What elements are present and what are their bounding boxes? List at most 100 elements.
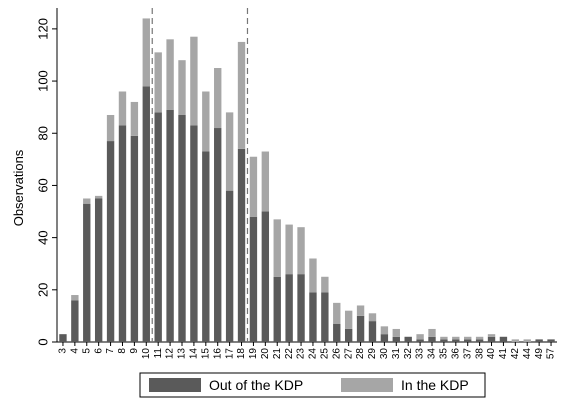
- bar-segment-out: [83, 203, 91, 342]
- bar-segment-in: [261, 151, 270, 212]
- x-tick-label: 9: [129, 348, 140, 354]
- x-tick-label: 57: [546, 348, 557, 360]
- x-tick-label: 49: [534, 348, 545, 360]
- x-tick-label: 27: [343, 348, 354, 360]
- x-tick-label: 26: [331, 348, 342, 360]
- x-tick-label: 24: [308, 348, 319, 360]
- x-tick-label: 29: [367, 348, 378, 360]
- bar-segment-out: [464, 339, 472, 342]
- y-axis-title: Observations: [11, 149, 26, 226]
- bar-segment-in: [452, 336, 460, 340]
- bar-segment-in: [309, 258, 317, 293]
- x-tick-label: 41: [498, 348, 509, 360]
- bar-segment-in: [475, 336, 484, 340]
- bar-segment-in: [464, 336, 472, 340]
- x-tick-label: 15: [200, 348, 211, 360]
- x-tick-label: 21: [272, 348, 283, 360]
- bar-segment-out: [321, 292, 329, 342]
- bar-segment-in: [273, 219, 281, 277]
- x-tick-label: 7: [105, 348, 116, 354]
- bar-segment-out: [368, 321, 377, 342]
- x-tick-label: 10: [141, 348, 152, 360]
- x-tick-label: 16: [212, 348, 223, 360]
- y-tick-label: 80: [35, 126, 50, 140]
- bar-segment-in: [249, 156, 258, 217]
- bar-segment-out: [404, 336, 412, 342]
- bar-segment-in: [118, 91, 127, 126]
- y-tick-label: 60: [35, 178, 50, 192]
- bar-segment-in: [321, 276, 329, 293]
- bar-segment-out: [475, 339, 484, 342]
- bar-segment-out: [118, 125, 127, 342]
- x-tick-label: 22: [284, 348, 295, 360]
- bar-segment-out: [130, 135, 139, 342]
- bar-segment-in: [285, 224, 293, 275]
- bar-segment-out: [452, 339, 460, 342]
- x-tick-label: 25: [319, 348, 330, 360]
- bar-segment-in: [214, 68, 222, 129]
- bar-segment-out: [333, 323, 341, 342]
- bar-segment-in: [202, 91, 210, 152]
- bar-segment-in: [356, 305, 365, 316]
- x-tick-label: 13: [177, 348, 188, 360]
- bar-segment-in: [142, 18, 150, 87]
- x-tick-label: 40: [486, 348, 497, 360]
- bar-segment-in: [130, 101, 139, 136]
- bar-segment-in: [106, 114, 115, 142]
- bar-segment-in: [416, 334, 424, 340]
- x-tick-label: 17: [224, 348, 235, 360]
- bar-segment-in: [166, 39, 174, 110]
- x-tick-label: 32: [403, 348, 414, 360]
- y-tick-label: 120: [35, 18, 50, 40]
- bar-segment-out: [428, 336, 436, 342]
- x-tick-label: 37: [462, 348, 473, 360]
- bar-segment-in: [333, 302, 341, 324]
- x-tick-label: 36: [450, 348, 461, 360]
- bar-segment-in: [344, 310, 353, 329]
- bar-segment-in: [428, 328, 436, 337]
- bar-segment-out: [440, 339, 448, 342]
- bar-segment-out: [297, 274, 305, 342]
- bar-segment-in: [154, 52, 162, 113]
- bar-segment-in: [94, 195, 103, 199]
- bar-segment-out: [249, 216, 258, 342]
- bar-segment-out: [285, 274, 293, 342]
- bar-segment-in: [71, 295, 79, 301]
- bar-segment-out: [380, 334, 389, 342]
- x-tick-label: 42: [510, 348, 521, 360]
- x-tick-label: 12: [165, 348, 176, 360]
- bar-segment-in: [523, 339, 531, 342]
- bar-segment-out: [71, 300, 79, 342]
- bar-segment-out: [178, 114, 186, 342]
- bar-segment-in: [368, 313, 377, 322]
- x-tick-label: 5: [81, 348, 92, 354]
- x-tick-label: 3: [58, 348, 69, 354]
- bar-segment-in: [440, 336, 448, 340]
- bar-segment-in: [237, 41, 246, 149]
- x-tick-label: 35: [439, 348, 450, 360]
- legend-swatch: [341, 378, 393, 392]
- bar-segment-in: [83, 198, 91, 204]
- bar-segment-in: [487, 334, 496, 337]
- bar-segment-out: [356, 315, 365, 342]
- x-tick-label: 20: [260, 348, 271, 360]
- bar-segment-in: [392, 328, 400, 337]
- bar-segment-out: [261, 211, 270, 342]
- bar-segment-in: [178, 60, 186, 115]
- bar-segment-out: [154, 112, 162, 342]
- bar-segment-in: [297, 227, 305, 275]
- bar-segment-out: [547, 339, 555, 342]
- y-tick-label: 40: [35, 230, 50, 244]
- bar-segment-out: [416, 339, 424, 342]
- bar-segment-in: [190, 36, 198, 126]
- x-tick-label: 14: [189, 348, 200, 360]
- x-tick-label: 34: [427, 348, 438, 360]
- bar-segment-out: [344, 328, 353, 342]
- bar-segment-out: [237, 148, 246, 342]
- bar-segment-out: [166, 109, 174, 342]
- bar-segment-out: [106, 141, 115, 342]
- bar-segment-out: [499, 336, 508, 342]
- x-tick-label: 11: [153, 348, 164, 359]
